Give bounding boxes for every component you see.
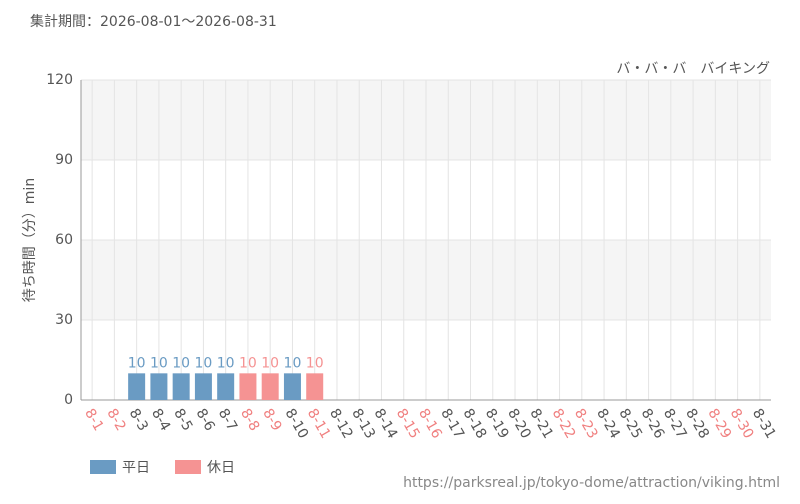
x-tick-label: 8-3 bbox=[126, 406, 151, 434]
x-tick-label: 8-9 bbox=[259, 406, 284, 434]
source-url: https://parksreal.jp/tokyo-dome/attracti… bbox=[403, 475, 780, 491]
bar bbox=[306, 373, 324, 400]
x-tick-label: 8-5 bbox=[170, 406, 195, 434]
x-tick-label: 8-1 bbox=[81, 406, 106, 434]
value-label: 10 bbox=[284, 355, 302, 371]
legend-label: 休日 bbox=[207, 460, 235, 476]
value-label: 10 bbox=[261, 355, 279, 371]
bar bbox=[128, 373, 146, 400]
y-tick-label: 0 bbox=[64, 392, 73, 408]
x-tick-label: 8-4 bbox=[148, 406, 173, 434]
bar bbox=[194, 373, 212, 400]
x-tick-label: 8-6 bbox=[192, 406, 217, 434]
bar bbox=[172, 373, 190, 400]
bar bbox=[217, 373, 235, 400]
value-label: 10 bbox=[217, 355, 235, 371]
legend-label: 平日 bbox=[122, 460, 150, 476]
bar bbox=[150, 373, 168, 400]
y-axis-label: 待ち時間（分）min bbox=[22, 178, 38, 302]
bar bbox=[261, 373, 279, 400]
y-tick-label: 30 bbox=[55, 312, 73, 328]
y-tick-label: 120 bbox=[46, 72, 73, 88]
chart-subtitle: バ・バ・バ バイキング bbox=[616, 61, 770, 77]
value-label: 10 bbox=[195, 355, 213, 371]
bar bbox=[283, 373, 301, 400]
bar bbox=[239, 373, 257, 400]
chart-title: 集計期間：2026-08-01～2026-08-31 bbox=[30, 13, 277, 30]
legend-swatch bbox=[175, 460, 201, 474]
y-tick-label: 90 bbox=[55, 152, 73, 168]
value-label: 10 bbox=[150, 355, 168, 371]
x-tick-label: 8-31 bbox=[749, 406, 779, 442]
x-tick-label: 8-8 bbox=[237, 406, 262, 434]
x-tick-label: 8-7 bbox=[215, 406, 240, 434]
value-label: 10 bbox=[172, 355, 190, 371]
x-tick-label: 8-2 bbox=[103, 406, 128, 434]
legend-swatch bbox=[90, 460, 116, 474]
value-label: 10 bbox=[128, 355, 146, 371]
value-label: 10 bbox=[239, 355, 257, 371]
value-label: 10 bbox=[306, 355, 324, 371]
y-tick-label: 60 bbox=[55, 232, 73, 248]
